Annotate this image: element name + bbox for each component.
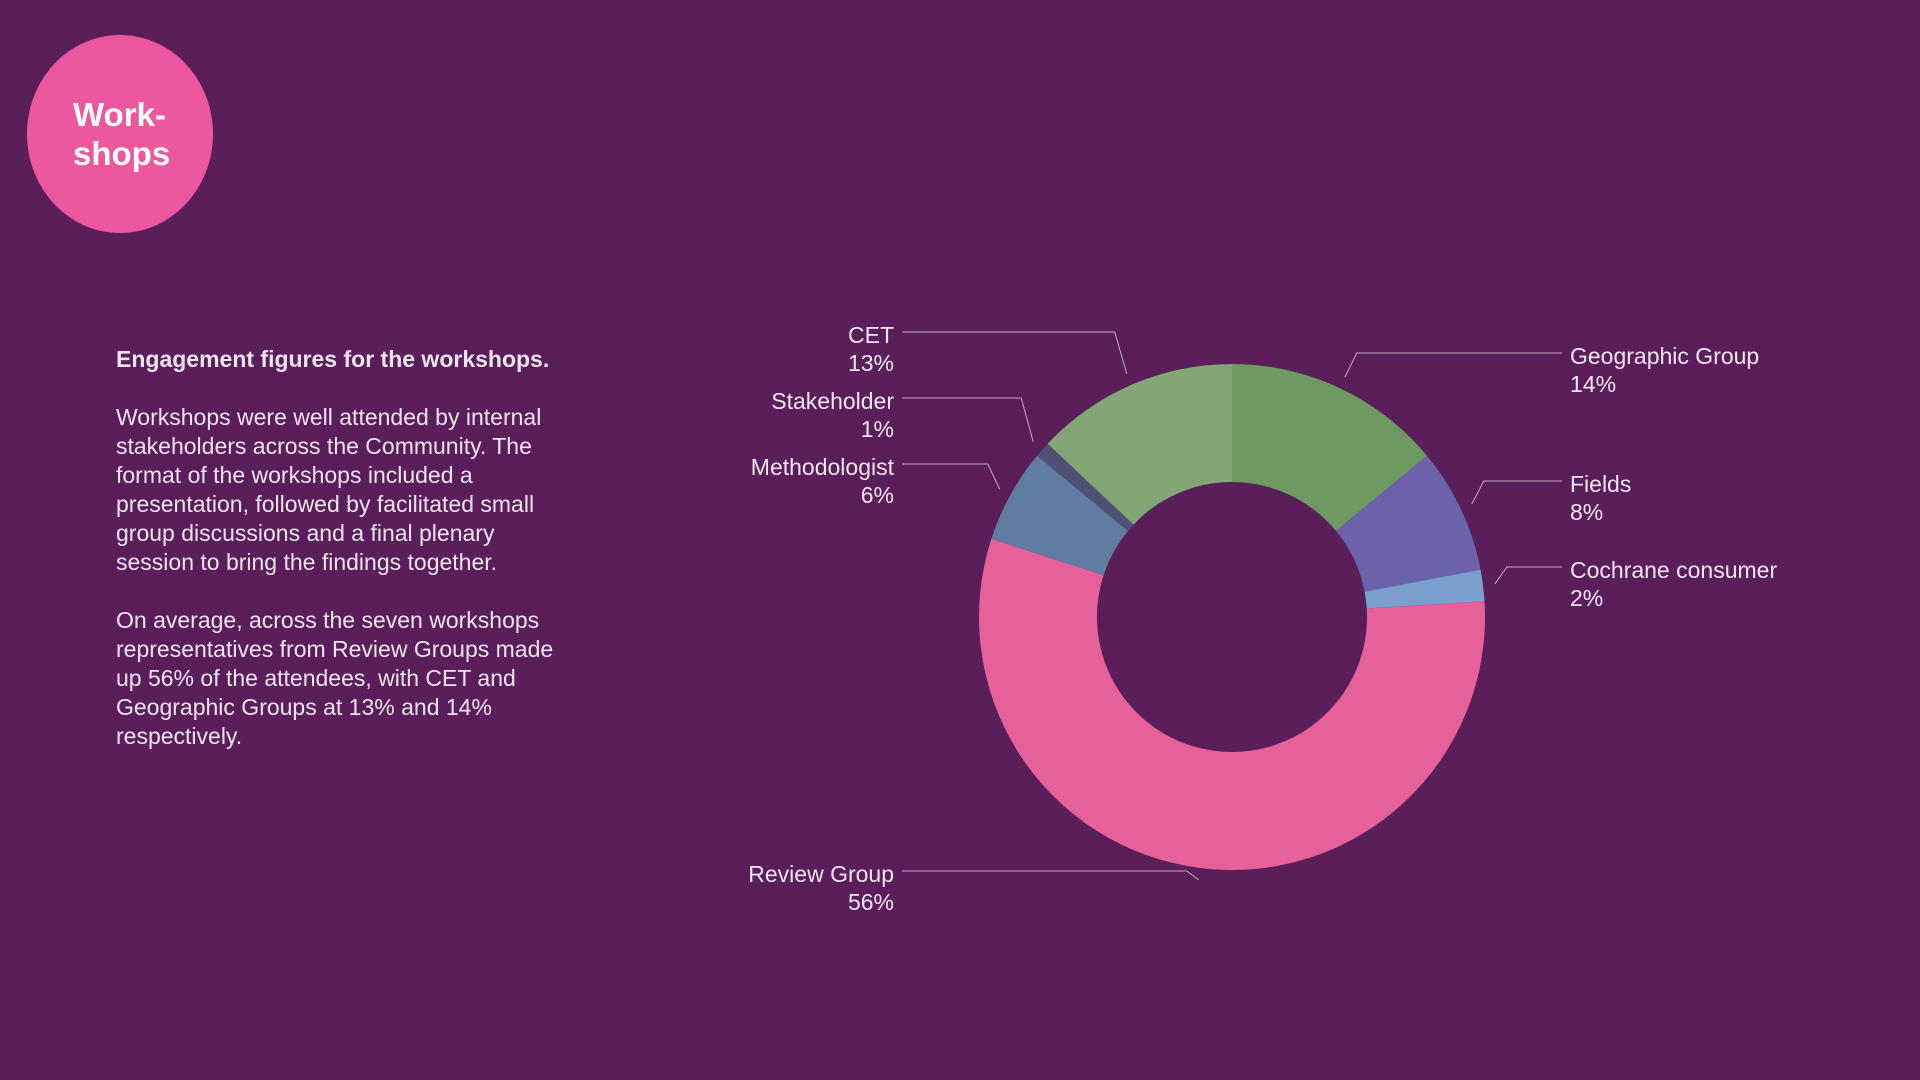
slice-value-methodologist: 6%: [861, 482, 894, 508]
slice-methodologist: [991, 455, 1128, 576]
description-paragraph-2: On average, across the seven workshops r…: [116, 607, 554, 749]
slice-cochrane-consumer: [1364, 569, 1485, 609]
leader-line-methodologist: [902, 463, 1001, 490]
slice-value-geographic-group: 14%: [1570, 371, 1616, 397]
leader-line-cet: [902, 331, 1128, 374]
slice-cet: [1047, 364, 1232, 525]
leader-line-review-group: [902, 870, 1200, 881]
slice-review-group: [978, 538, 1485, 870]
badge-line-2: shops: [73, 135, 171, 172]
slice-value-cet: 13%: [848, 350, 894, 376]
slice-value-review-group: 56%: [848, 889, 894, 915]
slice-value-cochrane-consumer: 2%: [1570, 585, 1603, 611]
leader-line-cochrane-consumer: [1494, 566, 1562, 585]
section-badge-text: Work- shops: [73, 95, 173, 173]
description-heading: Engagement figures for the workshops.: [116, 346, 550, 372]
leader-line-stakeholder: [902, 397, 1034, 442]
section-badge: Work- shops: [27, 35, 213, 233]
slice-stakeholder: [1037, 443, 1134, 531]
slice-label-cochrane-consumer: Cochrane consumer: [1570, 557, 1777, 583]
slice-label-methodologist: Methodologist: [751, 454, 895, 480]
description-block: Engagement figures for the workshops. Wo…: [116, 345, 576, 780]
slice-value-stakeholder: 1%: [861, 416, 894, 442]
leader-line-geographic-group: [1344, 352, 1562, 378]
slice-fields: [1336, 455, 1481, 592]
slice-value-fields: 8%: [1570, 499, 1603, 525]
slice-label-cet: CET: [848, 322, 894, 348]
slice-geographic-group: [1232, 364, 1427, 531]
description-paragraph-1: Workshops were well attended by internal…: [116, 404, 542, 575]
leader-line-fields: [1471, 480, 1562, 505]
badge-line-1: Work-: [73, 96, 166, 133]
slice-label-review-group: Review Group: [748, 861, 894, 887]
slice-label-geographic-group: Geographic Group: [1570, 343, 1759, 369]
slice-label-fields: Fields: [1570, 471, 1631, 497]
slice-label-stakeholder: Stakeholder: [771, 388, 894, 414]
